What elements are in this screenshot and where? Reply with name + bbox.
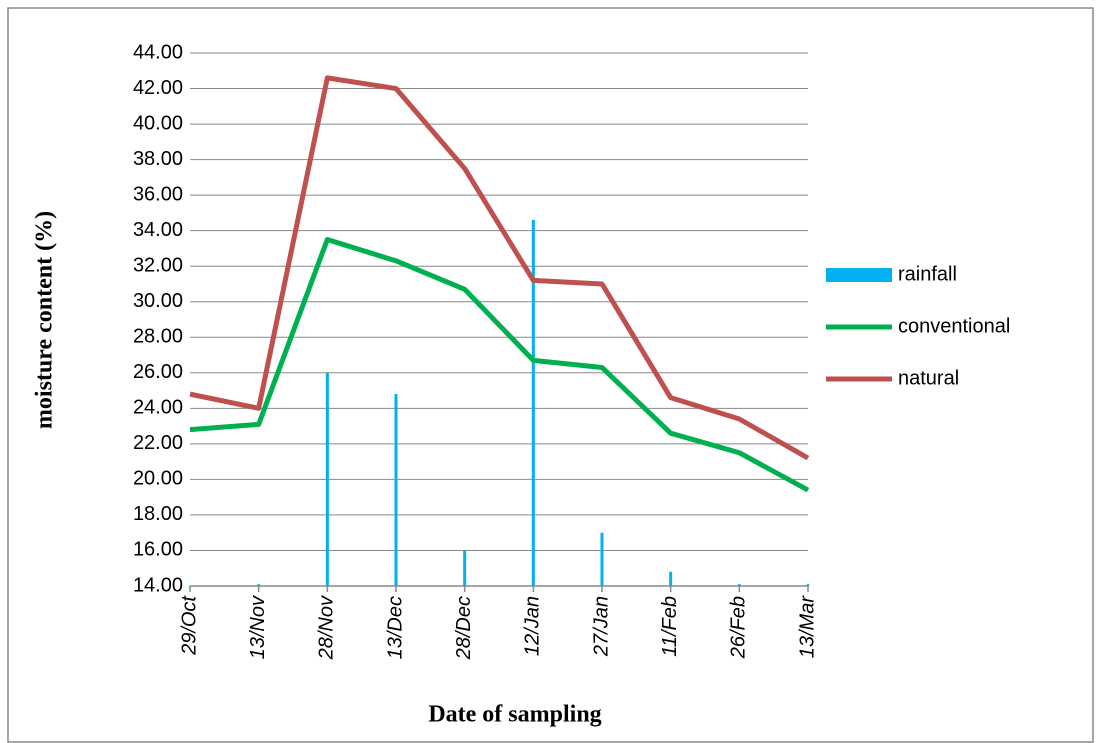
legend-swatch xyxy=(826,268,892,282)
y-tick-label: 30.00 xyxy=(133,290,183,312)
legend-label: natural xyxy=(898,367,959,389)
bar xyxy=(669,571,673,586)
y-tick-label: 28.00 xyxy=(133,326,183,348)
chart-border xyxy=(7,7,1094,743)
x-tick-label: 29/Oct xyxy=(178,595,200,656)
y-tick-label: 44.00 xyxy=(133,41,183,63)
x-tick-label: 11/Feb xyxy=(659,596,681,657)
y-tick-label: 40.00 xyxy=(133,112,183,134)
y-tick-label: 14.00 xyxy=(133,574,183,596)
y-tick-label: 22.00 xyxy=(133,432,183,454)
y-tick-label: 16.00 xyxy=(133,539,183,561)
legend-label: rainfall xyxy=(898,263,957,285)
x-axis-title: Date of sampling xyxy=(428,702,601,728)
x-tick-label: 12/Jan xyxy=(522,596,544,656)
y-tick-label: 18.00 xyxy=(133,503,183,525)
bar xyxy=(188,586,192,587)
bar xyxy=(806,584,810,586)
x-tick-label: 13/Mar xyxy=(796,595,818,659)
line xyxy=(189,237,810,493)
y-tick-label: 38.00 xyxy=(133,148,183,170)
x-tick-label: 27/Jan xyxy=(590,596,612,657)
x-tick-label: 28/Dec xyxy=(453,596,475,660)
x-tick-label: 13/Nov xyxy=(247,595,269,659)
x-tick-label: 26/Feb xyxy=(728,596,750,659)
x-tick-label: 13/Dec xyxy=(384,596,406,659)
y-tick-label: 34.00 xyxy=(133,219,183,241)
y-axis-title: moisture content (%) xyxy=(32,211,58,429)
legend-label: conventional xyxy=(898,315,1010,337)
y-tick-label: 36.00 xyxy=(133,183,183,205)
bar xyxy=(737,584,741,586)
x-tick-label: 28/Nov xyxy=(316,595,338,660)
bar xyxy=(394,394,398,586)
bar xyxy=(325,372,329,586)
bar xyxy=(600,532,604,586)
y-tick-label: 20.00 xyxy=(133,468,183,490)
bar xyxy=(463,550,467,586)
y-tick-label: 24.00 xyxy=(133,397,183,419)
bar xyxy=(531,220,535,587)
y-tick-label: 42.00 xyxy=(133,77,183,99)
y-tick-label: 32.00 xyxy=(133,254,183,276)
bar xyxy=(257,584,261,586)
line xyxy=(189,75,810,461)
y-tick-label: 26.00 xyxy=(133,361,183,383)
